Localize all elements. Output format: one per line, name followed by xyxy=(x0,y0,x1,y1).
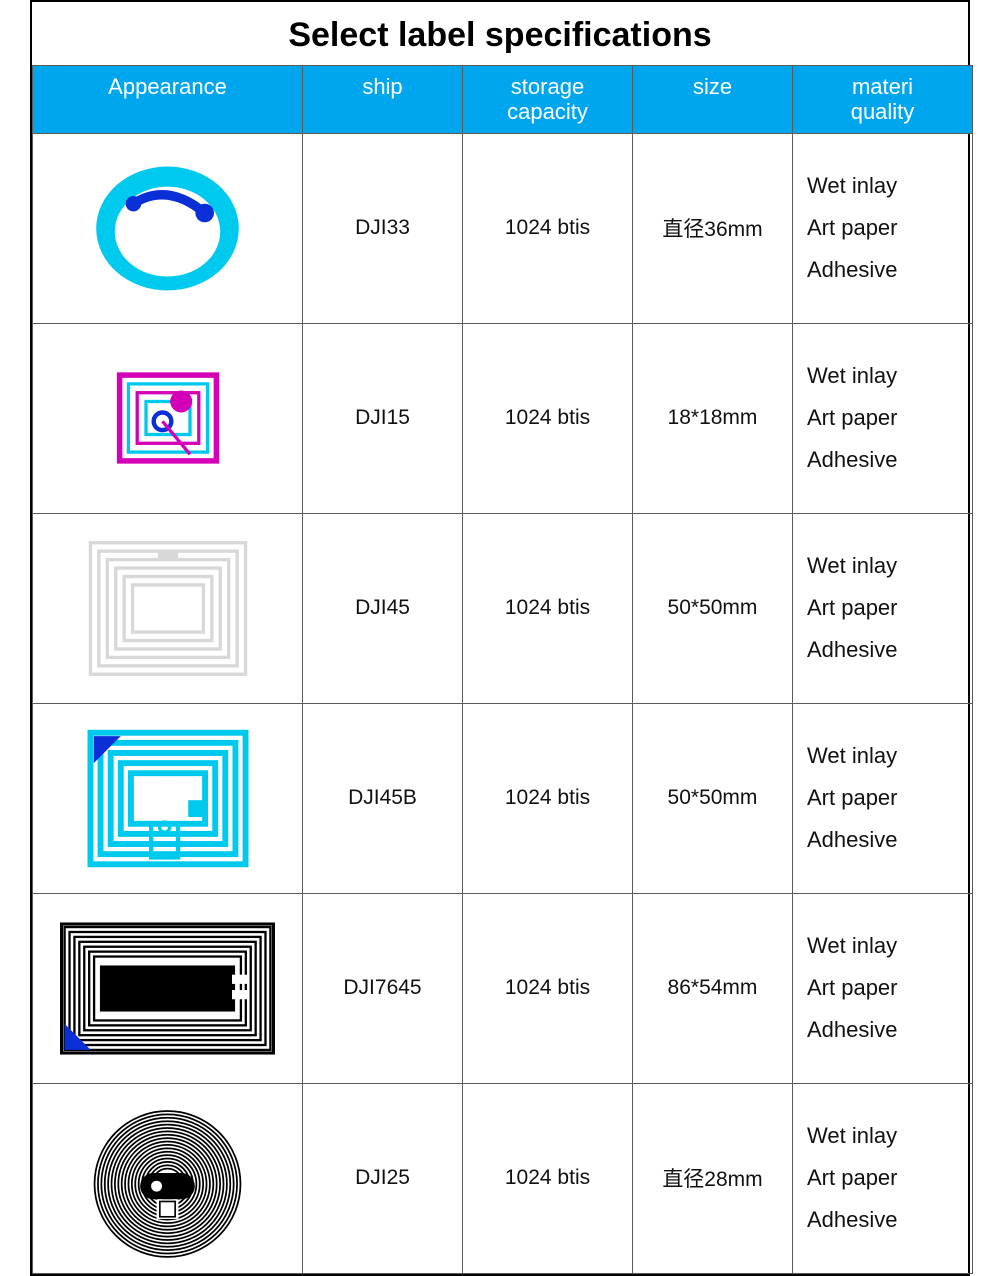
col-storage: storagecapacity xyxy=(463,66,633,134)
material-line: Art paper xyxy=(807,967,966,1009)
label-appearance-icon xyxy=(39,726,296,871)
material-line: Adhesive xyxy=(807,1009,966,1051)
label-appearance-icon xyxy=(39,151,296,306)
material-line: Adhesive xyxy=(807,1199,966,1241)
col-ship: ship xyxy=(303,66,463,134)
size-cell: 50*50mm xyxy=(633,513,793,703)
ship-cell: DJI45 xyxy=(303,513,463,703)
material-cell: Wet inlayArt paperAdhesive xyxy=(793,893,973,1083)
appearance-cell xyxy=(33,513,303,703)
appearance-cell xyxy=(33,323,303,513)
material-cell: Wet inlayArt paperAdhesive xyxy=(793,1083,973,1273)
storage-cell: 1024 btis xyxy=(463,1083,633,1273)
size-cell: 86*54mm xyxy=(633,893,793,1083)
appearance-cell xyxy=(33,133,303,323)
size-cell: 18*18mm xyxy=(633,323,793,513)
table-row: DJI45B1024 btis50*50mmWet inlayArt paper… xyxy=(33,703,973,893)
label-appearance-icon xyxy=(39,1096,296,1261)
size-cell: 50*50mm xyxy=(633,703,793,893)
col-size: size xyxy=(633,66,793,134)
material-line: Art paper xyxy=(807,1157,966,1199)
material-line: Adhesive xyxy=(807,819,966,861)
appearance-cell xyxy=(33,1083,303,1273)
material-line: Wet inlay xyxy=(807,925,966,967)
material-cell: Wet inlayArt paperAdhesive xyxy=(793,513,973,703)
material-cell: Wet inlayArt paperAdhesive xyxy=(793,133,973,323)
storage-cell: 1024 btis xyxy=(463,893,633,1083)
material-line: Wet inlay xyxy=(807,545,966,587)
spec-table-container: Select label specifications Appearance s… xyxy=(30,0,970,1276)
size-cell: 直径28mm xyxy=(633,1083,793,1273)
ship-cell: DJI33 xyxy=(303,133,463,323)
col-appearance: Appearance xyxy=(33,66,303,134)
storage-cell: 1024 btis xyxy=(463,323,633,513)
table-row: DJI451024 btis50*50mmWet inlayArt paperA… xyxy=(33,513,973,703)
spec-table: Appearance ship storagecapacity size mat… xyxy=(32,65,973,1274)
table-row: DJI331024 btis直径36mmWet inlayArt paperAd… xyxy=(33,133,973,323)
appearance-cell xyxy=(33,893,303,1083)
table-row: DJI76451024 btis86*54mmWet inlayArt pape… xyxy=(33,893,973,1083)
storage-cell: 1024 btis xyxy=(463,703,633,893)
label-appearance-icon xyxy=(39,921,296,1056)
label-appearance-icon xyxy=(39,368,296,468)
ship-cell: DJI15 xyxy=(303,323,463,513)
table-row: DJI251024 btis直径28mmWet inlayArt paperAd… xyxy=(33,1083,973,1273)
appearance-cell xyxy=(33,703,303,893)
material-line: Wet inlay xyxy=(807,735,966,777)
material-line: Wet inlay xyxy=(807,355,966,397)
material-cell: Wet inlayArt paperAdhesive xyxy=(793,323,973,513)
material-cell: Wet inlayArt paperAdhesive xyxy=(793,703,973,893)
material-line: Adhesive xyxy=(807,629,966,671)
material-line: Adhesive xyxy=(807,439,966,481)
label-appearance-icon xyxy=(39,536,296,681)
material-line: Art paper xyxy=(807,397,966,439)
size-cell: 直径36mm xyxy=(633,133,793,323)
material-line: Art paper xyxy=(807,587,966,629)
ship-cell: DJI45B xyxy=(303,703,463,893)
ship-cell: DJI25 xyxy=(303,1083,463,1273)
material-line: Adhesive xyxy=(807,249,966,291)
storage-cell: 1024 btis xyxy=(463,513,633,703)
material-line: Art paper xyxy=(807,207,966,249)
storage-cell: 1024 btis xyxy=(463,133,633,323)
table-row: DJI151024 btis18*18mmWet inlayArt paperA… xyxy=(33,323,973,513)
col-material: materiquality xyxy=(793,66,973,134)
material-line: Wet inlay xyxy=(807,165,966,207)
table-header-row: Appearance ship storagecapacity size mat… xyxy=(33,66,973,134)
material-line: Wet inlay xyxy=(807,1115,966,1157)
material-line: Art paper xyxy=(807,777,966,819)
ship-cell: DJI7645 xyxy=(303,893,463,1083)
page-title: Select label specifications xyxy=(32,2,968,65)
